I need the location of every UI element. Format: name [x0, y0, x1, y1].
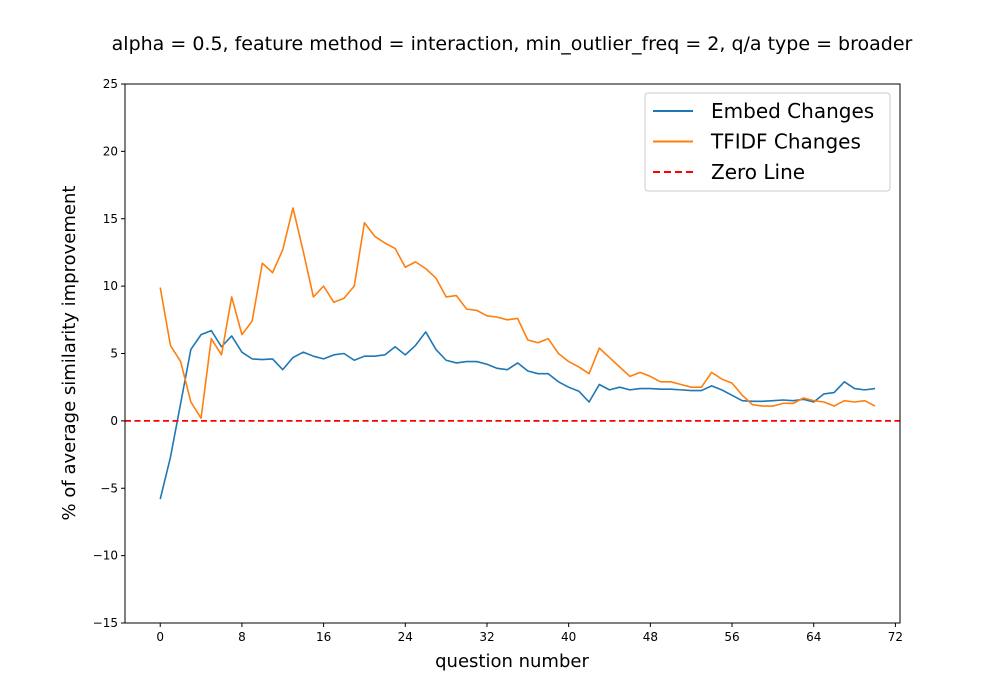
x-tick-label: 48	[643, 630, 658, 644]
x-tick-label: 72	[888, 630, 903, 644]
legend-label: Zero Line	[711, 160, 805, 184]
x-tick-label: 64	[806, 630, 821, 644]
y-axis: −15 −10 −5 0 5 10 15 20 25	[93, 77, 125, 630]
x-tick-label: 8	[238, 630, 246, 644]
y-axis-label: % of average similarity improvement	[59, 186, 80, 521]
y-tick-label: 20	[103, 144, 118, 158]
x-tick-label: 32	[479, 630, 494, 644]
y-tick-label: 25	[103, 77, 118, 91]
x-tick-label: 0	[156, 630, 164, 644]
x-tick-label: 56	[724, 630, 739, 644]
y-tick-label: −5	[100, 481, 118, 495]
legend-box	[644, 92, 891, 192]
y-tick-label: 0	[110, 414, 118, 428]
y-tick-label: 5	[110, 347, 118, 361]
legend-label: Embed Changes	[711, 99, 874, 123]
plot-area	[125, 207, 900, 500]
y-tick-label: 10	[103, 279, 118, 293]
embed-changes-line	[159, 329, 876, 500]
x-tick-label: 40	[561, 630, 576, 644]
y-tick-label: 15	[103, 212, 118, 226]
legend: Embed Changes TFIDF Changes Zero Line	[644, 92, 891, 192]
y-tick-label: −15	[93, 616, 118, 630]
y-tick-label: −10	[93, 549, 118, 563]
chart-title: alpha = 0.5, feature method = interactio…	[112, 33, 913, 55]
legend-label: TFIDF Changes	[710, 130, 861, 154]
x-axis: 0 8 16 24 32 40 48 56 64 72	[156, 623, 903, 644]
tfidf-changes-line	[159, 207, 876, 419]
x-tick-label: 16	[316, 630, 331, 644]
x-tick-label: 24	[398, 630, 413, 644]
x-axis-label: question number	[435, 651, 589, 672]
